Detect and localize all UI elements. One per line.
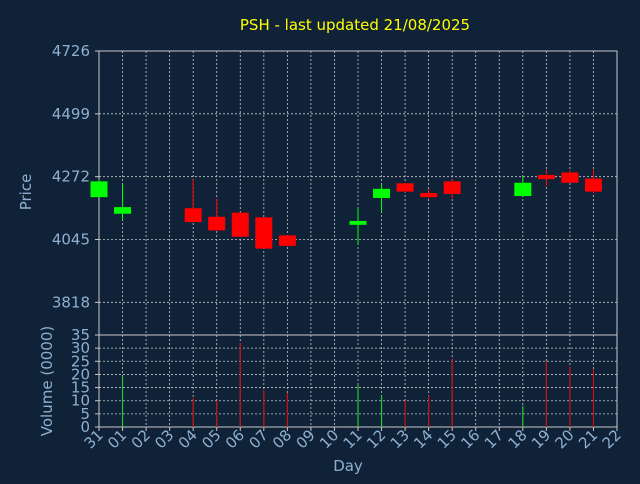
- volume-tick-label: 15: [71, 379, 90, 397]
- candle-body: [584, 178, 602, 192]
- volume-tick-label: 20: [71, 365, 90, 383]
- candle-body: [514, 182, 532, 197]
- x-axis-label: Day: [333, 457, 363, 475]
- volume-tick-label: 0: [80, 418, 90, 436]
- candle-body: [373, 188, 391, 198]
- price-tick-label: 4272: [52, 168, 90, 186]
- x-tick-labels: 3101020304050607080910111213141516171819…: [81, 426, 625, 452]
- x-tick-label: 13: [387, 426, 413, 452]
- x-tick-label: 03: [151, 426, 177, 452]
- candle-body: [208, 216, 226, 231]
- volume-tick-label: 35: [71, 326, 90, 344]
- x-tick-label: 20: [552, 426, 578, 452]
- candle-body: [443, 181, 461, 194]
- price-tick-label: 4499: [52, 105, 90, 123]
- candle-body: [278, 235, 296, 246]
- x-tick-label: 12: [363, 426, 389, 452]
- x-tick-label: 02: [128, 426, 154, 452]
- price-panel: 4726 4499 4272 4045 3818: [52, 42, 618, 336]
- volume-tick-label: 30: [71, 339, 90, 357]
- x-tick-label: 21: [575, 426, 601, 452]
- x-tick-label: 19: [528, 426, 554, 452]
- x-tick-label: 07: [245, 426, 271, 452]
- volume-tick-label: 5: [80, 405, 90, 423]
- x-tick-label: 14: [410, 426, 436, 452]
- candle-body: [231, 212, 249, 237]
- candle-body: [90, 181, 108, 198]
- candle-body: [420, 193, 438, 198]
- x-tick-label: 06: [222, 426, 248, 452]
- volume-tick-label: 10: [71, 392, 90, 410]
- candle-body: [255, 217, 273, 249]
- chart-title: PSH - last updated 21/08/2025: [240, 16, 470, 34]
- price-axis-label: Price: [17, 174, 35, 211]
- price-tick-label: 3818: [52, 293, 90, 311]
- price-tick-label: 4726: [52, 42, 90, 60]
- x-tick-label: 18: [504, 426, 530, 452]
- candle-body: [184, 208, 202, 223]
- candle-body: [561, 172, 579, 183]
- x-tick-label: 05: [198, 426, 224, 452]
- x-tick-label: 17: [481, 426, 507, 452]
- candle-body: [537, 175, 555, 180]
- x-tick-label: 16: [457, 426, 483, 452]
- candle-body: [396, 183, 414, 192]
- x-tick-label: 01: [104, 426, 130, 452]
- x-tick-label: 09: [293, 426, 319, 452]
- x-tick-label: 15: [434, 426, 460, 452]
- x-tick-label: 04: [175, 426, 201, 452]
- volume-tick-label: 25: [71, 352, 90, 370]
- candle-body: [114, 207, 132, 214]
- x-tick-label: 11: [340, 426, 366, 452]
- price-tick-label: 4045: [52, 231, 90, 249]
- volume-axis-label: Volume (0000): [38, 326, 56, 436]
- x-tick-label: 10: [316, 426, 342, 452]
- candle-body: [349, 220, 367, 225]
- x-tick-label: 08: [269, 426, 295, 452]
- x-tick-label: 22: [599, 426, 625, 452]
